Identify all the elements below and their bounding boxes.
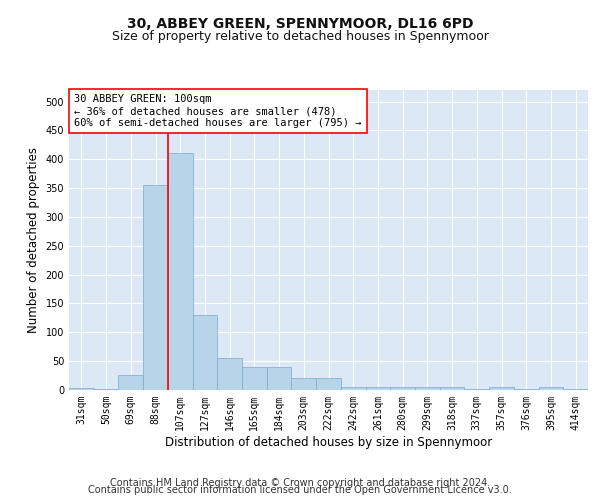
Bar: [217, 358, 242, 390]
Bar: [341, 387, 365, 390]
Bar: [489, 387, 514, 390]
Bar: [94, 389, 118, 390]
Bar: [365, 387, 390, 390]
Bar: [464, 389, 489, 390]
Bar: [168, 154, 193, 390]
Bar: [563, 389, 588, 390]
Text: 30, ABBEY GREEN, SPENNYMOOR, DL16 6PD: 30, ABBEY GREEN, SPENNYMOOR, DL16 6PD: [127, 18, 473, 32]
X-axis label: Distribution of detached houses by size in Spennymoor: Distribution of detached houses by size …: [165, 436, 492, 448]
Bar: [415, 387, 440, 390]
Bar: [514, 389, 539, 390]
Bar: [267, 367, 292, 390]
Text: 30 ABBEY GREEN: 100sqm
← 36% of detached houses are smaller (478)
60% of semi-de: 30 ABBEY GREEN: 100sqm ← 36% of detached…: [74, 94, 362, 128]
Bar: [539, 387, 563, 390]
Text: Contains HM Land Registry data © Crown copyright and database right 2024.: Contains HM Land Registry data © Crown c…: [110, 478, 490, 488]
Text: Contains public sector information licensed under the Open Government Licence v3: Contains public sector information licen…: [88, 485, 512, 495]
Bar: [242, 367, 267, 390]
Bar: [390, 387, 415, 390]
Bar: [118, 375, 143, 390]
Bar: [440, 387, 464, 390]
Bar: [69, 388, 94, 390]
Bar: [143, 185, 168, 390]
Y-axis label: Number of detached properties: Number of detached properties: [27, 147, 40, 333]
Bar: [316, 378, 341, 390]
Bar: [292, 378, 316, 390]
Text: Size of property relative to detached houses in Spennymoor: Size of property relative to detached ho…: [112, 30, 488, 43]
Bar: [193, 315, 217, 390]
